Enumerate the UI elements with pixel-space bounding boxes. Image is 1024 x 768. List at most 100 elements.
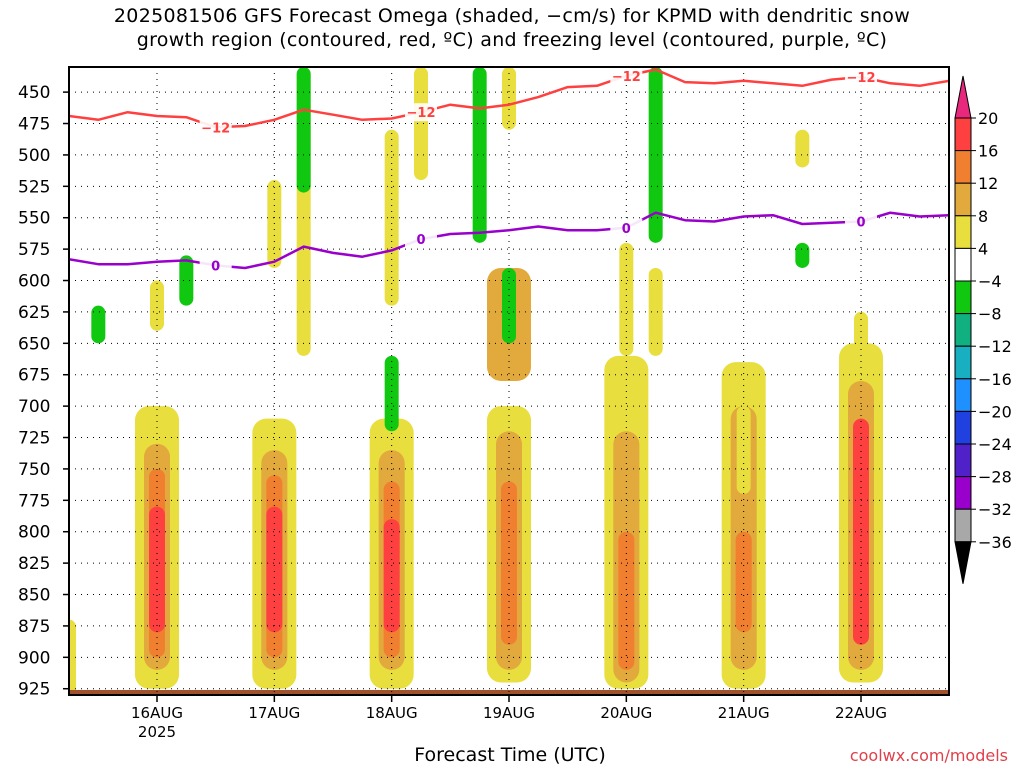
y-tick-label-525: 525	[18, 177, 50, 197]
omega-cell-39	[472, 67, 487, 243]
y-tick-label-825: 825	[18, 554, 50, 574]
x-axis: 16AUG 17AUG 18AUG 19AUG 20AUG 21AUG 22AUG	[131, 695, 887, 722]
omega-cell-43	[91, 305, 106, 344]
omega-cell-38	[384, 355, 399, 432]
omega-cell-41	[648, 67, 663, 243]
contour-label-1-0: 0	[211, 259, 220, 274]
x-tick-label-20AUG: 20AUG	[600, 704, 652, 722]
omega-cell-33	[648, 267, 663, 356]
omega-cell-36	[854, 311, 868, 356]
colorbar-band-5	[954, 280, 972, 315]
chart-title-line-2: growth region (contoured, red, ºC) and f…	[136, 29, 888, 51]
x-tick-label-19AUG: 19AUG	[483, 704, 535, 722]
y-tick-label-850: 850	[18, 586, 50, 606]
x-axis-title: Forecast Time (UTC)	[414, 744, 606, 766]
x-tick-label-17AUG: 17AUG	[248, 704, 300, 722]
contour-label-1-1: 0	[416, 233, 425, 248]
y-tick-label-925: 925	[18, 680, 50, 700]
omega-cell-42	[179, 255, 194, 306]
y-tick-label-450: 450	[18, 83, 50, 103]
y-tick-label-650: 650	[18, 334, 50, 354]
contour-label-bg-0-3	[845, 68, 877, 87]
colorbar-band-6	[954, 313, 972, 347]
y-tick-label-725: 725	[18, 429, 50, 449]
omega-cell-8	[266, 506, 283, 633]
omega-cell-21	[735, 531, 752, 633]
omega-cell-15	[501, 481, 517, 645]
colorbar-bottom-arrow	[954, 541, 972, 584]
omega-cell-35	[795, 129, 810, 168]
contour-label-0-3: −12	[847, 71, 876, 86]
y-tick-label-625: 625	[18, 303, 50, 323]
colorbar-label-1: 16	[978, 142, 998, 161]
colorbar-label-10: −24	[978, 435, 1012, 454]
x-tick-label-18AUG: 18AUG	[366, 704, 418, 722]
colorbar-band-4	[954, 247, 972, 282]
colorbar-label-12: −32	[978, 500, 1012, 519]
colorbar-label-13: −36	[978, 533, 1012, 552]
contour-label-0-2: −12	[612, 70, 641, 85]
y-tick-label-700: 700	[18, 397, 50, 417]
y-tick-label-600: 600	[18, 272, 50, 292]
y-tick-label-750: 750	[18, 460, 50, 480]
colorbar-label-5: −4	[978, 272, 1002, 291]
colorbar-band-0	[954, 117, 972, 152]
omega-cell-37	[296, 67, 311, 193]
colorbar-label-6: −8	[978, 305, 1002, 324]
y-tick-label-550: 550	[18, 209, 50, 229]
colorbar-band-1	[954, 150, 972, 184]
contour-label-1-2: 0	[622, 222, 631, 237]
omega-cell-12	[383, 519, 400, 633]
colorbar-label-4: 4	[978, 239, 988, 258]
contour-label-bg-0-0	[199, 118, 232, 137]
y-axis: 450 475 500 525 550 575 600 625 650 675 700 725 750 7…	[18, 83, 69, 700]
contours: −12 −12 −12 −12 0 0 0 0	[69, 67, 949, 275]
omega-cell-34	[736, 406, 751, 495]
y-tick-label-900: 900	[18, 648, 50, 668]
x-tick-label-16AUG: 16AUG	[131, 704, 183, 722]
credit-text: coolwx.com/models	[849, 746, 1008, 765]
colorbar-band-8	[954, 378, 972, 412]
omega-cell-32	[619, 242, 634, 356]
contour-label-bg-1-1	[405, 230, 437, 249]
y-tick-label-575: 575	[18, 240, 50, 260]
colorbar-label-8: −16	[978, 370, 1012, 389]
omega-cell-4	[149, 506, 165, 633]
colorbar-top-arrow	[954, 75, 972, 119]
omega-cell-0	[69, 619, 76, 695]
colorbar-band-3	[954, 215, 972, 249]
chart-title-line-1: 2025081506 GFS Forecast Omega (shaded, −…	[113, 5, 911, 27]
y-tick-label-800: 800	[18, 523, 50, 543]
colorbar-band-2	[954, 182, 972, 217]
colorbar: 20 16 12 8 4 −4 −8 −12 −16 −20 −24 −28 −32 −36	[954, 75, 1012, 584]
contour-label-1-3: 0	[856, 215, 865, 230]
omega-cell-29	[414, 67, 428, 181]
colorbar-label-0: 20	[978, 109, 998, 128]
x-axis-year-label: 2025	[138, 723, 176, 741]
contour-label-bg-1-3	[845, 212, 877, 231]
y-tick-label-500: 500	[18, 146, 50, 166]
colorbar-band-11	[954, 476, 972, 510]
colorbar-band-12	[954, 508, 972, 543]
contour-label-bg-1-2	[610, 218, 643, 237]
omega-cell-40	[502, 267, 516, 344]
ground-strip	[69, 689, 949, 695]
omega-cell-25	[150, 280, 164, 331]
y-tick-label-675: 675	[18, 366, 50, 386]
y-tick-label-775: 775	[18, 491, 50, 511]
omega-shading	[69, 67, 949, 695]
omega-cell-44	[795, 242, 810, 268]
chart-title: 2025081506 GFS Forecast Omega (shaded, −…	[0, 4, 1024, 52]
contour-label-bg-1-0	[199, 256, 232, 275]
colorbar-label-2: 12	[978, 174, 998, 193]
colorbar-band-7	[954, 345, 972, 380]
colorbar-label-7: −12	[978, 337, 1012, 356]
omega-cell-31	[502, 67, 516, 130]
colorbar-band-10	[954, 443, 972, 478]
colorbar-band-9	[954, 410, 972, 445]
y-tick-label-475: 475	[18, 115, 50, 135]
omega-cell-18	[618, 531, 635, 670]
colorbar-label-11: −28	[978, 468, 1012, 487]
y-tick-label-875: 875	[18, 617, 50, 637]
